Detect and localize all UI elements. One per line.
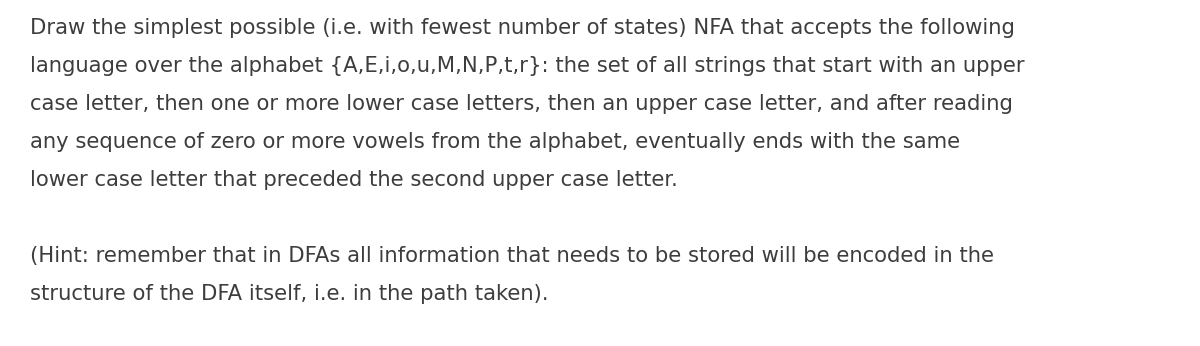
- Text: structure of the DFA itself, i.e. in the path taken).: structure of the DFA itself, i.e. in the…: [30, 284, 548, 304]
- Text: lower case letter that preceded the second upper case letter.: lower case letter that preceded the seco…: [30, 170, 678, 190]
- Text: case letter, then one or more lower case letters, then an upper case letter, and: case letter, then one or more lower case…: [30, 94, 1013, 114]
- Text: language over the alphabet {A,E,i,o,u,M,N,P,t,r}: the set of all strings that st: language over the alphabet {A,E,i,o,u,M,…: [30, 56, 1025, 76]
- Text: (Hint: remember that in DFAs all information that needs to be stored will be enc: (Hint: remember that in DFAs all informa…: [30, 246, 994, 266]
- Text: any sequence of zero or more vowels from the alphabet, eventually ends with the : any sequence of zero or more vowels from…: [30, 132, 960, 152]
- Text: Draw the simplest possible (i.e. with fewest number of states) NFA that accepts : Draw the simplest possible (i.e. with fe…: [30, 18, 1015, 38]
